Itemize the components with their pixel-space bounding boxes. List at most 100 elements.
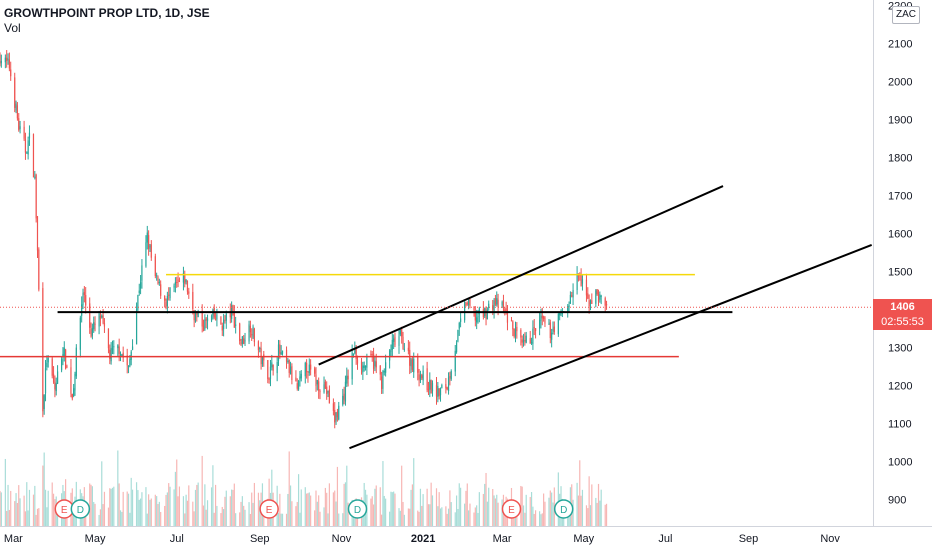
candle-body bbox=[184, 274, 186, 284]
volume-bar bbox=[532, 506, 534, 526]
candle-body bbox=[342, 395, 344, 405]
volume-bar bbox=[26, 482, 28, 526]
volume-bar bbox=[16, 502, 19, 526]
volume-bar bbox=[484, 483, 486, 526]
candle-body bbox=[569, 294, 571, 304]
volume-bar bbox=[310, 495, 312, 526]
volume-bar bbox=[113, 486, 115, 526]
price-axis[interactable]: 9001000110012001300140015001600170018001… bbox=[873, 0, 932, 550]
volume-bar bbox=[314, 510, 316, 526]
candle-body bbox=[585, 279, 588, 296]
volume-bar bbox=[117, 450, 119, 526]
volume-bar bbox=[328, 483, 330, 526]
volume-bar bbox=[38, 508, 40, 526]
candle-body bbox=[205, 318, 207, 321]
candle-body bbox=[379, 365, 381, 375]
volume-bar bbox=[552, 502, 554, 526]
candle-body bbox=[551, 332, 553, 340]
candle-body bbox=[173, 285, 175, 288]
volume-bar bbox=[164, 505, 166, 526]
candle-body bbox=[42, 288, 44, 412]
volume-bar bbox=[193, 511, 195, 526]
volume-bar bbox=[220, 513, 222, 526]
candle-body bbox=[501, 302, 503, 306]
volume-bar bbox=[89, 483, 91, 526]
dividend-marker-label: D bbox=[560, 505, 567, 516]
volume-bar bbox=[36, 508, 39, 526]
candle-body bbox=[599, 294, 601, 300]
candle-body bbox=[371, 354, 373, 356]
candlesticks[interactable] bbox=[0, 50, 608, 429]
candle-body bbox=[210, 315, 213, 321]
volume-bar bbox=[248, 502, 250, 526]
candle-body bbox=[399, 329, 401, 335]
time-tick-label: May bbox=[85, 533, 106, 545]
price-tick-label: 1700 bbox=[888, 191, 912, 203]
volume-bar bbox=[103, 491, 106, 526]
candle-body bbox=[449, 376, 451, 378]
time-tick-label: 2021 bbox=[411, 533, 435, 545]
candle-body bbox=[253, 329, 256, 343]
candle-body bbox=[513, 328, 515, 337]
volume-bar bbox=[47, 490, 49, 526]
volume-bar bbox=[0, 492, 2, 526]
candle-body bbox=[146, 232, 148, 243]
currency-badge[interactable]: ZAC bbox=[892, 6, 920, 24]
volume-bar bbox=[374, 488, 376, 526]
price-tick-label: 2100 bbox=[888, 39, 912, 51]
candle-body bbox=[438, 388, 440, 397]
candle-body bbox=[370, 353, 372, 355]
candle-body bbox=[409, 349, 411, 366]
candle-body bbox=[300, 373, 302, 379]
candle-body bbox=[19, 126, 21, 130]
volume-label[interactable]: Vol bbox=[4, 21, 21, 35]
volume-bar bbox=[239, 512, 241, 526]
symbol-title[interactable]: GROWTHPOINT PROP LTD, 1D, JSE bbox=[4, 6, 210, 20]
time-tick-label: May bbox=[573, 533, 594, 545]
candle-body bbox=[65, 349, 67, 369]
candle-body bbox=[401, 326, 403, 337]
dividend-marker-label: D bbox=[354, 505, 361, 516]
dividend-marker bbox=[553, 499, 574, 519]
time-tick-label: Nov bbox=[820, 533, 840, 545]
earnings-marker-label: E bbox=[266, 505, 273, 516]
time-tick-label: Sep bbox=[739, 533, 759, 545]
time-tick-label: Jul bbox=[170, 533, 184, 545]
volume-bar bbox=[295, 506, 297, 526]
volume-bar bbox=[231, 489, 233, 526]
candle-body bbox=[249, 325, 251, 333]
volume-bar bbox=[94, 503, 96, 526]
time-axis[interactable]: Mar May Jul Sep Nov 2021 Mar May Jul Sep Nov bbox=[0, 526, 932, 546]
candle-body bbox=[588, 300, 590, 307]
volume-bar bbox=[516, 510, 518, 526]
candle-body bbox=[543, 316, 545, 319]
volume-bar bbox=[445, 506, 447, 526]
volume-bar bbox=[160, 511, 162, 526]
volume-bar bbox=[429, 504, 431, 526]
candle-body bbox=[411, 359, 413, 370]
drawing-lines[interactable] bbox=[0, 185, 873, 450]
candle-body bbox=[26, 152, 28, 154]
volume-bar bbox=[185, 494, 187, 526]
candle-body bbox=[316, 379, 318, 385]
candle-body bbox=[450, 371, 452, 380]
volume-bar bbox=[589, 505, 592, 526]
volume-bar bbox=[289, 485, 292, 526]
candle-body bbox=[544, 317, 546, 324]
volume-bar bbox=[421, 505, 423, 526]
volume-bar bbox=[504, 509, 506, 526]
volume-bar bbox=[486, 501, 488, 526]
volume-bar bbox=[501, 499, 503, 526]
volume-bar bbox=[417, 510, 419, 526]
volume-bar bbox=[413, 458, 415, 526]
volume-bar bbox=[93, 501, 95, 526]
candle-body bbox=[289, 366, 292, 375]
volume-bar bbox=[299, 512, 301, 526]
volume-bar bbox=[221, 506, 223, 526]
candle-body bbox=[204, 319, 206, 330]
candle-body bbox=[6, 57, 8, 61]
candle-body bbox=[154, 256, 156, 277]
candle-body bbox=[73, 388, 75, 397]
